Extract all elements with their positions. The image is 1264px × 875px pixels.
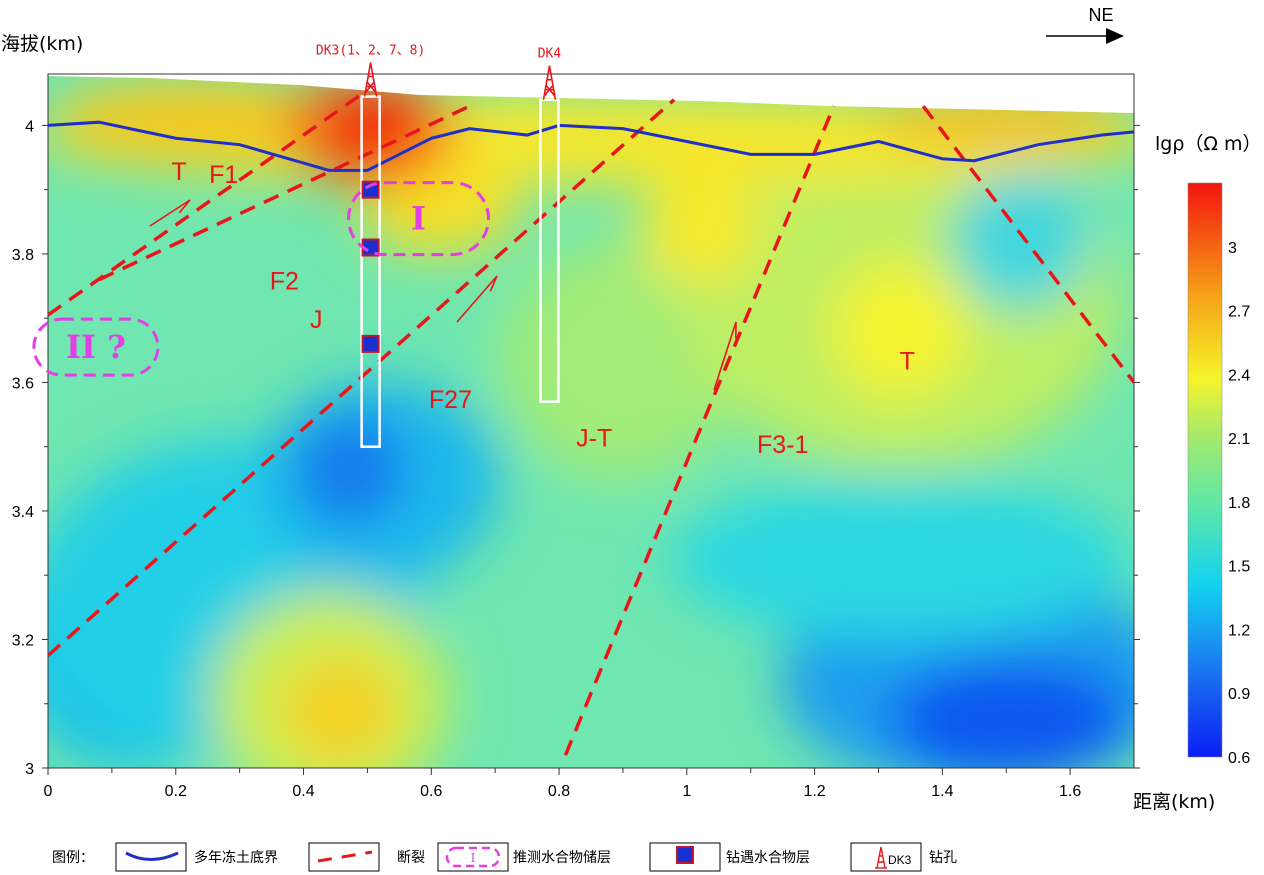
arrow-shaft [713, 321, 737, 391]
geology-label-6: J-T [576, 425, 612, 453]
derrick-frame [363, 62, 378, 97]
legend-fault-line [317, 850, 373, 863]
y-tick-label: 3.2 [12, 632, 34, 649]
colorbar-gradient [1187, 182, 1223, 758]
direction-indicator: NE [1046, 5, 1124, 44]
colorbar-tick-label: 1.8 [1228, 495, 1250, 512]
fault-line-5 [921, 105, 1134, 384]
x-tick-label: 0 [44, 783, 53, 800]
borehole-column-2 [539, 98, 560, 403]
colorbar: lgρ（Ω m） 3 2.7 2.4 2.1 1.8 1.5 1.2 0.9 0.6 [1155, 133, 1261, 767]
colorbar-tick-label: 1.2 [1228, 622, 1250, 639]
x-tick-label: 1.2 [803, 783, 825, 800]
y-tick-label: 3 [25, 761, 34, 778]
colorbar-ticks: 3 2.7 2.4 2.1 1.8 1.5 1.2 0.9 0.6 [1228, 240, 1250, 767]
colorbar-tick-label: 3 [1228, 240, 1237, 257]
inferred-zones: I II ? [32, 181, 491, 377]
legend-derrick-icon [875, 846, 887, 869]
permafrost-polyline [47, 120, 1135, 172]
derrick-icon [542, 65, 557, 100]
arrow-shaft [149, 199, 191, 227]
inferred-zone-outline-2 [32, 317, 160, 377]
hydrate-layer-marker-3 [361, 334, 380, 353]
direction-label: NE [1088, 5, 1113, 25]
legend-inferred-capsule [445, 846, 501, 868]
x-tick-label: 0.2 [165, 783, 187, 800]
x-tick-label: 0.4 [292, 783, 314, 800]
y-tick-label: 3.8 [12, 247, 34, 264]
fault-motion-arrow-3 [713, 321, 737, 391]
legend-title: 图例： [52, 850, 94, 866]
legend-label-permafrost: 多年冻土底界 [194, 849, 278, 866]
x-tick-label: 0.6 [420, 783, 442, 800]
geology-labels: T F1 F2 J F27 J-T F3-1 T [171, 158, 915, 459]
legend-well-sample: DK3 [888, 853, 912, 867]
geology-label-5: F27 [429, 386, 472, 414]
legend-label-fault: 断裂 [397, 850, 425, 866]
legend-swatch-well [850, 842, 922, 872]
colorbar-tick-label: 0.9 [1228, 686, 1250, 703]
colorbar-tick-label: 1.5 [1228, 559, 1250, 576]
colorbar-tick-label: 0.6 [1228, 750, 1250, 767]
inferred-zone-label-2: II ? [66, 328, 126, 366]
legend-inferred-sample: I [471, 851, 476, 865]
derrick-frame [542, 65, 557, 100]
geology-label-3: F2 [270, 267, 299, 295]
legend-label-well: 钻孔 [929, 850, 957, 866]
fault-line-4 [563, 105, 836, 756]
geology-label-1: T [171, 158, 186, 186]
legend-permafrost-line [125, 851, 179, 861]
inferred-zone-outline-1 [347, 181, 491, 257]
legend-swatch-permafrost [115, 842, 187, 872]
y-tick-label: 3.6 [12, 375, 34, 392]
geology-label-2: F1 [209, 161, 238, 189]
borehole-label-1: DK3(1、2、7、8) [316, 43, 425, 58]
geology-label-4: J [310, 306, 323, 334]
resistivity-blobs [48, 75, 1134, 768]
inferred-zone-label-1: I [411, 200, 426, 238]
x-tick-label: 1 [682, 783, 691, 800]
derrick-icon [363, 62, 378, 97]
legend-label-inferred: 推测水合物储层 [513, 850, 611, 866]
geology-label-7: F3-1 [757, 431, 808, 459]
x-axis-title: 距离(km) [1133, 791, 1215, 813]
borehole-label-2: DK4 [538, 47, 562, 62]
x-tick-label: 0.8 [548, 783, 570, 800]
colorbar-tick-label: 2.7 [1228, 304, 1250, 321]
fault-motion-arrow-1 [149, 199, 191, 227]
colorbar-tick-label: 2.4 [1228, 367, 1250, 384]
boreholes: DK3(1、2、7、8) DK4 [316, 43, 562, 448]
permafrost-base-line [47, 120, 1135, 172]
sky-mask [48, 74, 1134, 113]
legend-hydrate-square [676, 846, 694, 864]
arrow-shaft [456, 275, 498, 323]
geology-label-8: T [900, 348, 915, 376]
borehole-column-1 [360, 95, 381, 448]
direction-arrow-head [1106, 28, 1124, 44]
arrow-barb [178, 199, 191, 214]
y-tick-label: 3.4 [12, 504, 34, 521]
legend-label-hydrate: 钻遇水合物层 [726, 850, 810, 866]
fault-line-2 [98, 104, 471, 282]
fault-motion-arrow-2 [456, 275, 498, 323]
resistivity-heatmap [48, 74, 1134, 768]
plot-frame [47, 73, 1135, 769]
colorbar-tick-label: 2.1 [1228, 431, 1250, 448]
x-tick-label: 1.4 [931, 783, 953, 800]
colorbar-title: lgρ（Ω m） [1155, 133, 1261, 155]
y-axis: 3 3.2 3.4 3.6 3.8 4 [12, 118, 1140, 778]
legend: 图例： 多年冻土底界 断裂 I 推测水合物储层 钻遇水合物层 DK3 钻孔 [52, 842, 957, 872]
arrow-barb [489, 275, 498, 292]
y-tick-label: 4 [25, 118, 34, 135]
y-axis-title: 海拔(km) [1, 33, 83, 55]
x-tick-label: 1.6 [1059, 783, 1081, 800]
x-axis: 0 0.2 0.4 0.6 0.8 1 1.2 1.4 1.6 [44, 768, 1081, 800]
